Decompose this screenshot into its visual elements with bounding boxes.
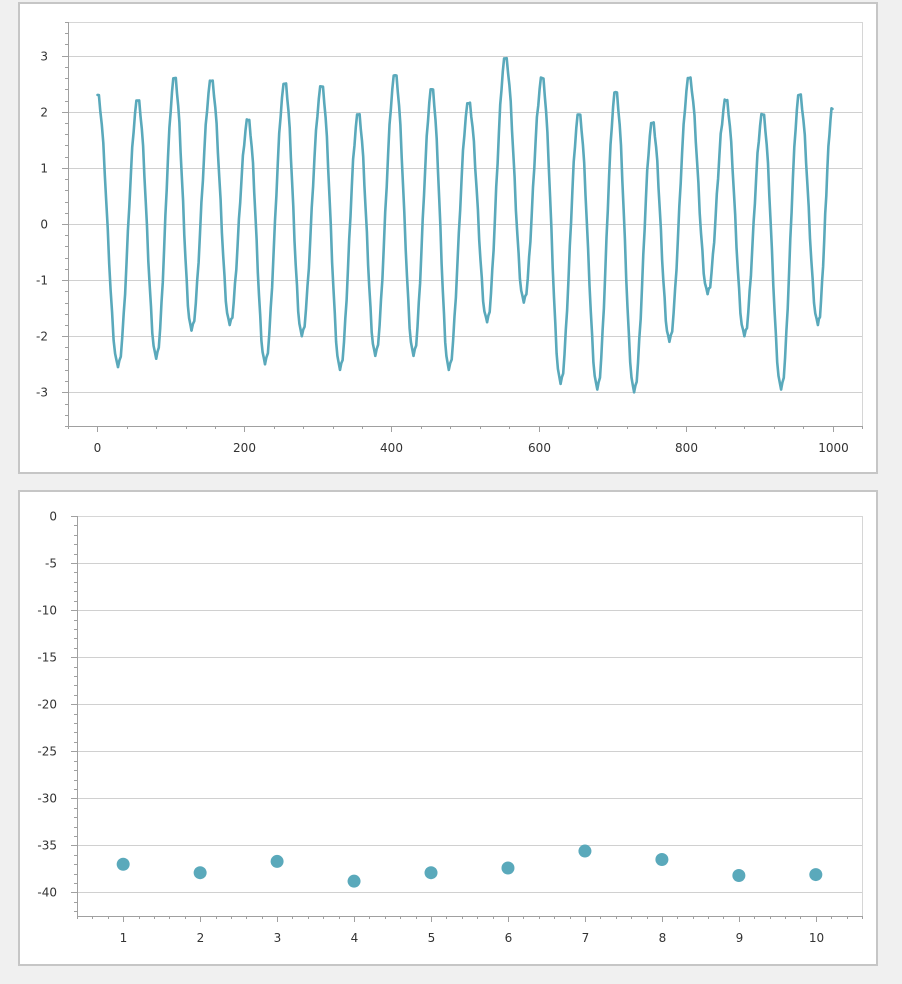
- line-point: [393, 74, 397, 77]
- line-point: [155, 357, 158, 360]
- line-point: [96, 93, 99, 97]
- scatter-point[interactable]: [578, 844, 592, 858]
- scatter-point[interactable]: [193, 866, 207, 880]
- line-point: [651, 121, 654, 125]
- y-tick-label: 2: [40, 106, 48, 120]
- line-point: [338, 368, 342, 372]
- line-point: [779, 388, 783, 391]
- line-point: [540, 76, 544, 80]
- y-tick-label: -2: [36, 330, 48, 344]
- x-tick-label: 3: [274, 931, 282, 945]
- x-tick-label: 200: [233, 441, 256, 455]
- line-point: [632, 391, 636, 394]
- scatter-point[interactable]: [732, 869, 746, 883]
- line-point: [504, 57, 507, 60]
- y-tick-label: -3: [36, 386, 48, 400]
- y-tick-label: -35: [37, 839, 57, 853]
- series-line: [97, 56, 834, 394]
- line-point: [724, 99, 728, 102]
- y-tick-label: 0: [40, 218, 48, 232]
- line-point: [173, 76, 176, 80]
- line-point: [688, 76, 691, 80]
- x-tick-label: 5: [428, 931, 436, 945]
- line-point: [357, 113, 360, 116]
- line-point: [447, 368, 451, 372]
- line-point: [467, 102, 470, 105]
- line-point: [816, 323, 820, 327]
- line-point: [430, 88, 434, 91]
- x-tick-label: 6: [505, 931, 513, 945]
- line-point: [577, 113, 581, 116]
- y-tick-label: -25: [37, 745, 57, 759]
- y-tick-label: 3: [40, 50, 48, 64]
- x-tick-label: 1000: [818, 441, 849, 455]
- y-tick-label: -20: [37, 698, 57, 712]
- x-tick-label: 8: [659, 931, 667, 945]
- x-tick-label: 1: [120, 931, 128, 945]
- x-tick-label: 400: [380, 441, 403, 455]
- y-tick-label: -15: [37, 651, 57, 665]
- y-tick-label: -1: [36, 274, 48, 288]
- line-point: [614, 90, 617, 94]
- x-tick-label: 0: [94, 441, 102, 455]
- line-chart: -3 -2 -1 0 1 2 3 0 200 400 600 800 1000: [36, 22, 863, 455]
- scatter-chart: 0 -5 -10 -15 -20 -25 -30 -35 -40 1 2 3 4 5 6 7 8 9 10: [37, 510, 863, 945]
- line-point: [136, 99, 140, 102]
- y-tick-label: -5: [45, 557, 57, 571]
- x-tick-label: 600: [528, 441, 551, 455]
- x-tick-label: 800: [675, 441, 698, 455]
- scatter-point[interactable]: [655, 853, 669, 867]
- line-point: [798, 93, 801, 97]
- line-point: [320, 85, 323, 88]
- x-tick-label: 7: [582, 931, 590, 945]
- scatter-point[interactable]: [347, 874, 361, 888]
- line-point: [522, 301, 526, 304]
- line-point: [559, 382, 562, 386]
- line-point: [485, 320, 489, 324]
- line-point: [412, 354, 415, 358]
- scatter-point[interactable]: [424, 866, 438, 880]
- scatter-point[interactable]: [501, 861, 515, 875]
- y-tick-label: -30: [37, 792, 57, 806]
- line-point: [761, 113, 764, 116]
- line-point: [228, 323, 231, 327]
- x-tick-label: 9: [736, 931, 744, 945]
- scatter-point[interactable]: [270, 854, 284, 868]
- line-point: [831, 107, 834, 111]
- line-point: [743, 335, 746, 338]
- x-tick-label: 2: [197, 931, 205, 945]
- line-point: [300, 335, 303, 338]
- line-point: [246, 118, 250, 122]
- scatter-point[interactable]: [809, 868, 823, 882]
- line-point: [596, 388, 599, 391]
- x-tick-label: 10: [809, 931, 824, 945]
- line-point: [190, 329, 193, 332]
- line-point: [706, 292, 709, 296]
- line-point: [210, 79, 213, 83]
- plot-area: [77, 516, 863, 917]
- line-point: [668, 340, 671, 344]
- line-chart-panel: -3 -2 -1 0 1 2 3 0 200 400 600 800 1000: [18, 2, 878, 474]
- y-tick-label: 1: [40, 162, 48, 176]
- scatter-chart-panel: 0 -5 -10 -15 -20 -25 -30 -35 -40 1 2 3 4 5 6 7 8 9 10: [18, 490, 878, 966]
- y-tick-label: -10: [37, 604, 57, 618]
- y-tick-label: -40: [37, 886, 57, 900]
- scatter-point[interactable]: [116, 857, 130, 871]
- line-point: [374, 354, 377, 358]
- x-tick-label: 4: [351, 931, 359, 945]
- line-point: [116, 365, 120, 369]
- y-tick-label: 0: [49, 510, 57, 524]
- line-point: [263, 363, 267, 366]
- line-point: [283, 82, 287, 85]
